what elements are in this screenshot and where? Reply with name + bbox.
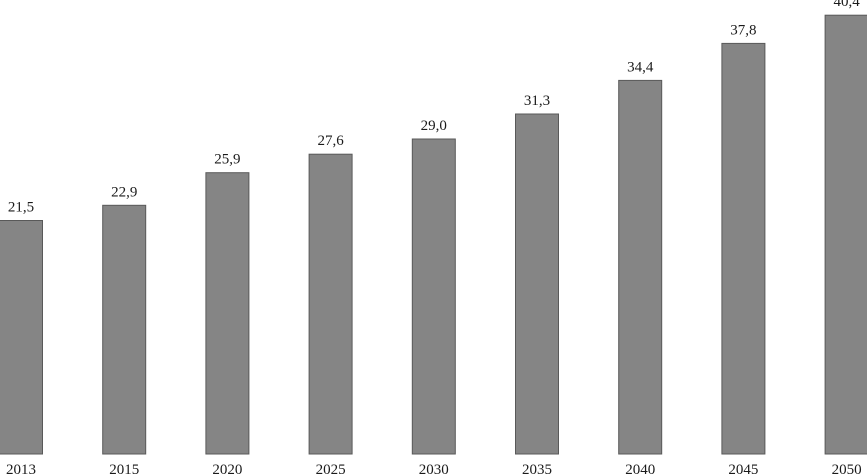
bar-2030 — [411, 138, 456, 455]
bar-2050 — [824, 14, 867, 455]
x-tick-label-2045: 2045 — [728, 462, 758, 476]
bar-2013 — [0, 220, 43, 455]
x-tick-label-2030: 2030 — [419, 462, 449, 476]
data-label-2013: 21,5 — [8, 200, 34, 216]
bars-group — [0, 14, 867, 455]
data-label-2050: 40,4 — [833, 0, 860, 10]
data-label-2020: 25,9 — [214, 152, 240, 168]
x-tick-labels-group: 2013 2015 2020 2025 2030 2035 2040 2045 2050 — [6, 462, 862, 476]
bar-2040 — [618, 79, 663, 455]
x-tick-label-2013: 2013 — [6, 462, 36, 476]
bar-2025 — [308, 153, 353, 455]
bar-2035 — [515, 113, 559, 455]
x-tick-label-2020: 2020 — [212, 462, 242, 476]
bar-2020 — [205, 172, 250, 455]
data-label-2030: 29,0 — [421, 118, 447, 134]
x-tick-label-2015: 2015 — [109, 462, 139, 476]
bar-2015 — [102, 204, 147, 455]
data-label-2025: 27,6 — [317, 133, 344, 149]
x-tick-label-2035: 2035 — [522, 462, 552, 476]
data-label-2035: 31,3 — [524, 93, 550, 109]
x-tick-label-2040: 2040 — [625, 462, 655, 476]
x-tick-label-2025: 2025 — [316, 462, 346, 476]
data-label-2045: 37,8 — [730, 22, 756, 38]
data-label-2015: 22,9 — [111, 184, 137, 200]
data-labels-group: 21,5 22,9 25,9 27,6 29,0 31,3 34,4 37,8 40,4 — [8, 0, 860, 216]
bar-2045 — [721, 42, 766, 455]
data-label-2040: 34,4 — [627, 59, 654, 75]
x-tick-label-2050: 2050 — [832, 462, 862, 476]
